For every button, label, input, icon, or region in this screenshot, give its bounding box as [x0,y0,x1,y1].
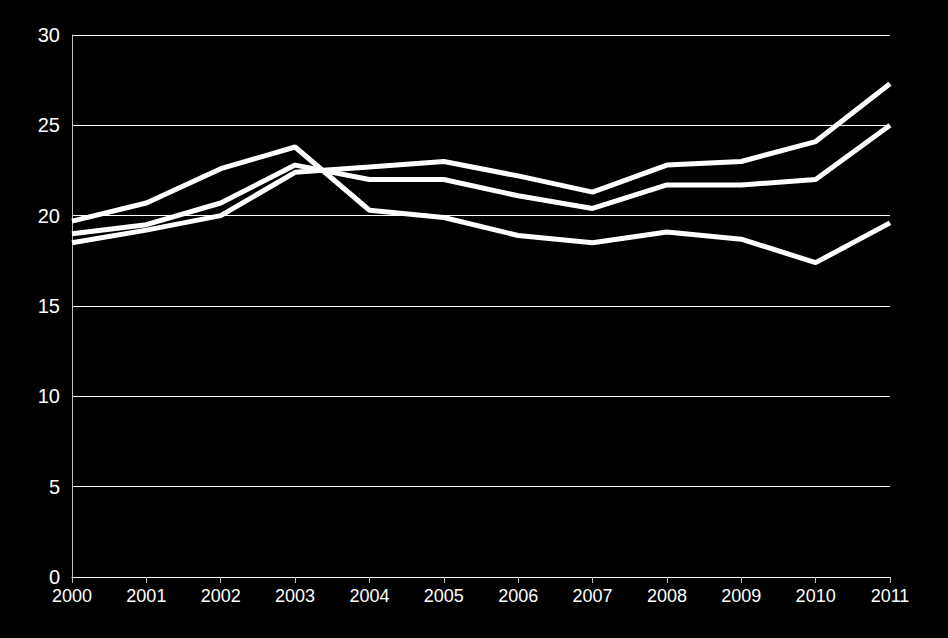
svg-text:2009: 2009 [721,586,761,606]
svg-text:2007: 2007 [573,586,613,606]
svg-text:2000: 2000 [52,586,92,606]
svg-text:2011: 2011 [871,586,910,606]
svg-text:2005: 2005 [424,586,464,606]
svg-text:30: 30 [38,24,60,46]
svg-text:2006: 2006 [498,586,538,606]
svg-text:2001: 2001 [126,586,166,606]
svg-text:0: 0 [49,566,60,588]
svg-text:20: 20 [38,205,60,227]
svg-text:25: 25 [38,114,60,136]
svg-text:2004: 2004 [349,586,389,606]
svg-text:2010: 2010 [796,586,836,606]
svg-text:5: 5 [49,476,60,498]
svg-text:2002: 2002 [201,586,241,606]
svg-text:15: 15 [38,295,60,317]
svg-text:10: 10 [38,385,60,407]
svg-text:2003: 2003 [275,586,315,606]
svg-text:2008: 2008 [647,586,687,606]
